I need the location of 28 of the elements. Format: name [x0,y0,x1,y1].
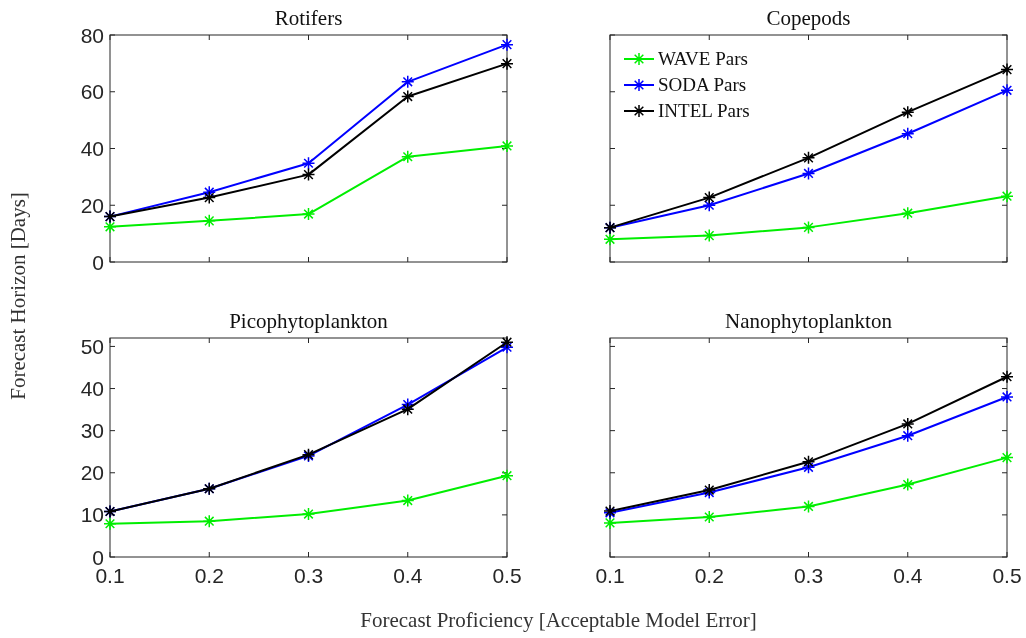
y-tick-label: 60 [80,80,104,104]
chart-title: Rotifers [274,6,343,30]
x-tick-label: 0.5 [492,564,522,587]
chart-title: Copepods [766,6,851,30]
y-tick-label: 0 [92,250,104,274]
x-tick-label: 0.4 [893,564,923,587]
legend-label: WAVE Pars [658,48,748,69]
y-tick-label: 40 [80,137,104,161]
chart-title: Picophytoplankton [229,309,389,333]
x-tick-label: 0.3 [793,564,824,587]
y-tick-label: 40 [80,377,104,401]
y-tick-label: 20 [80,193,104,217]
y-tick-label: 20 [80,461,104,485]
y-axis-title: Forecast Horizon [Days] [6,192,30,400]
x-tick-label: 0.1 [595,564,625,587]
y-tick-label: 80 [80,23,104,47]
x-tick-label: 0.3 [293,564,324,587]
y-tick-label: 30 [80,419,104,443]
x-axis-title: Forecast Proficiency [Acceptable Model Error] [360,608,757,632]
y-tick-label: 10 [80,503,104,527]
x-tick-label: 0.2 [694,564,724,587]
y-tick-label: 50 [80,334,104,358]
legend-label: INTEL Pars [658,100,750,121]
chart-title: Nanophytoplankton [725,309,893,333]
x-tick-label: 0.4 [393,564,423,587]
x-tick-label: 0.5 [992,564,1022,587]
legend-label: SODA Pars [658,74,747,95]
x-tick-label: 0.2 [194,564,224,587]
